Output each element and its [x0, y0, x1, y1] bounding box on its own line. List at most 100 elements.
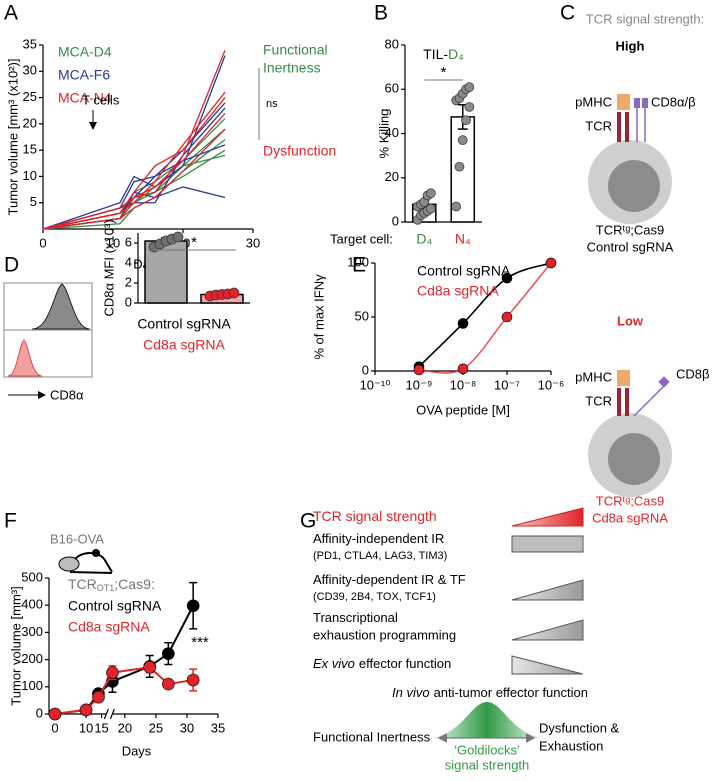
- annotation: Dysfunction: [263, 143, 336, 159]
- histogram-control: [31, 283, 91, 330]
- significance-label: *: [191, 234, 197, 251]
- g-in-vivo: In vivo anti-tumor effector function: [392, 685, 588, 700]
- c-level: Low: [617, 313, 644, 328]
- data-point: [48, 707, 62, 721]
- panel-label: E: [352, 254, 366, 277]
- y-tick-label: 25: [23, 89, 37, 104]
- c-pmhc: pMHC: [575, 94, 612, 109]
- y-tick-label: 100: [21, 678, 43, 693]
- chart-title-part: TIL-: [423, 46, 448, 62]
- data-point: [501, 272, 513, 284]
- c-genotype: TCRᵗᵍ;Cas9: [596, 493, 664, 508]
- g-row-detail: (PD1, CTLA4, LAG3, TIM3): [313, 550, 447, 562]
- category-label: D₄: [416, 231, 432, 247]
- c-tcr: TCR: [585, 118, 612, 133]
- series-line: [42, 112, 226, 230]
- panel-label: D: [4, 254, 19, 277]
- data-point: [457, 135, 468, 145]
- x-tick-label: 10⁻⁶: [538, 377, 565, 392]
- g-row-detail: exhaustion programming: [313, 627, 456, 642]
- x-tick-label: 20: [118, 720, 132, 735]
- goldilocks-curve: [425, 702, 549, 738]
- legend-title-part: TCR: [68, 576, 97, 592]
- g-center: ‘Goldilocks’: [454, 742, 520, 757]
- y-tick-label: 10: [23, 168, 37, 183]
- nucleus: [608, 433, 660, 485]
- tcr-icon: [617, 112, 621, 142]
- g-row-italic: Ex vivo: [313, 656, 355, 671]
- g-row-detail: (CD39, 2B4, TOX, TCF1): [313, 591, 436, 603]
- y-axis-label: Tumor volume [mm³]: [8, 586, 23, 705]
- g-right: Exhaustion: [539, 738, 603, 753]
- legend-label: MCA-D4: [58, 44, 112, 60]
- g-row-text: Affinity-independent IR: [313, 531, 444, 546]
- category-label: Control sgRNA: [137, 316, 231, 332]
- c-guide: Cd8a sgRNA: [592, 510, 668, 525]
- y-tick-label: 400: [21, 597, 43, 612]
- series-line: [42, 50, 226, 230]
- g-row-label: Affinity-independent IR: [313, 531, 444, 546]
- g-row-label: Affinity-dependent IR & TF: [313, 572, 466, 587]
- trend-up: [511, 619, 584, 641]
- y-tick-label: 6: [125, 234, 132, 249]
- data-point: [457, 363, 469, 375]
- data-point: [501, 311, 513, 323]
- tcr-icon: [625, 112, 629, 142]
- x-tick-label: 10⁻⁸: [450, 377, 477, 392]
- histogram-cd8a: [7, 339, 43, 377]
- axis-break-mark: [103, 708, 109, 720]
- y-tick-label: 5: [30, 194, 37, 209]
- series-line: [42, 102, 226, 230]
- cd8-icon: [634, 98, 640, 108]
- data-point: [426, 203, 436, 214]
- legend-title-part: ;Cas9:: [114, 576, 154, 592]
- x-tick-label: 10: [79, 720, 93, 735]
- data-point: [106, 666, 119, 679]
- x-tick-label: 10⁻⁷: [494, 377, 520, 392]
- axis-break-mark: [109, 708, 115, 720]
- y-tick-label: 4: [125, 254, 132, 269]
- panel-label: C: [560, 2, 575, 25]
- data-point: [457, 318, 469, 329]
- legend-title-part: OT1: [97, 583, 115, 593]
- y-axis-label: % Killing: [376, 109, 391, 159]
- legend-title: TCROT1;Cas9:: [68, 576, 155, 594]
- series-line: [42, 97, 226, 230]
- y-tick-label: 60: [385, 81, 399, 96]
- data-point: [92, 690, 105, 704]
- data-point: [162, 677, 175, 691]
- annotation: Inertness: [263, 60, 321, 76]
- x-tick-label: 10: [106, 235, 120, 250]
- data-point: [172, 231, 184, 243]
- panel-label: B: [374, 2, 388, 25]
- g-row-text: TCR signal strength: [313, 508, 437, 524]
- annotation: T cells: [82, 92, 120, 107]
- nucleus: [608, 160, 660, 212]
- annotation: ns: [266, 98, 278, 110]
- g-row-text: Transcriptional: [313, 610, 398, 625]
- legend-label: Cd8a sgRNA: [68, 619, 150, 635]
- legend-label: Control sgRNA: [68, 598, 162, 614]
- series-line: [42, 144, 226, 230]
- x-axis-label: Days: [122, 743, 152, 758]
- y-tick-label: 0: [392, 213, 399, 228]
- c-coreceptor: CD8α/β: [651, 94, 696, 109]
- data-point: [451, 201, 461, 212]
- data-point: [186, 599, 200, 613]
- histogram-axis-label: CD8α: [50, 387, 84, 402]
- panel-label: A: [4, 2, 18, 25]
- data-point: [143, 660, 156, 674]
- x-tick-label: 25: [149, 720, 163, 735]
- x-tick-label: 10⁻¹⁰: [360, 377, 391, 392]
- mouse-ear: [92, 549, 100, 557]
- y-axis-label: Tumor volume [mm³ (x10²)]: [5, 59, 20, 216]
- g-left: Functional Inertness: [313, 729, 431, 744]
- y-tick-label: 500: [21, 569, 43, 584]
- x-tick-label: 30: [180, 720, 194, 735]
- x-axis-label: OVA peptide [M]: [416, 402, 510, 417]
- y-tick-label: 15: [23, 142, 37, 157]
- x-tick-label: 0: [51, 720, 58, 735]
- trend-flat: [511, 535, 584, 553]
- g-center: signal strength: [445, 757, 530, 772]
- y-tick-label: 20: [23, 115, 37, 130]
